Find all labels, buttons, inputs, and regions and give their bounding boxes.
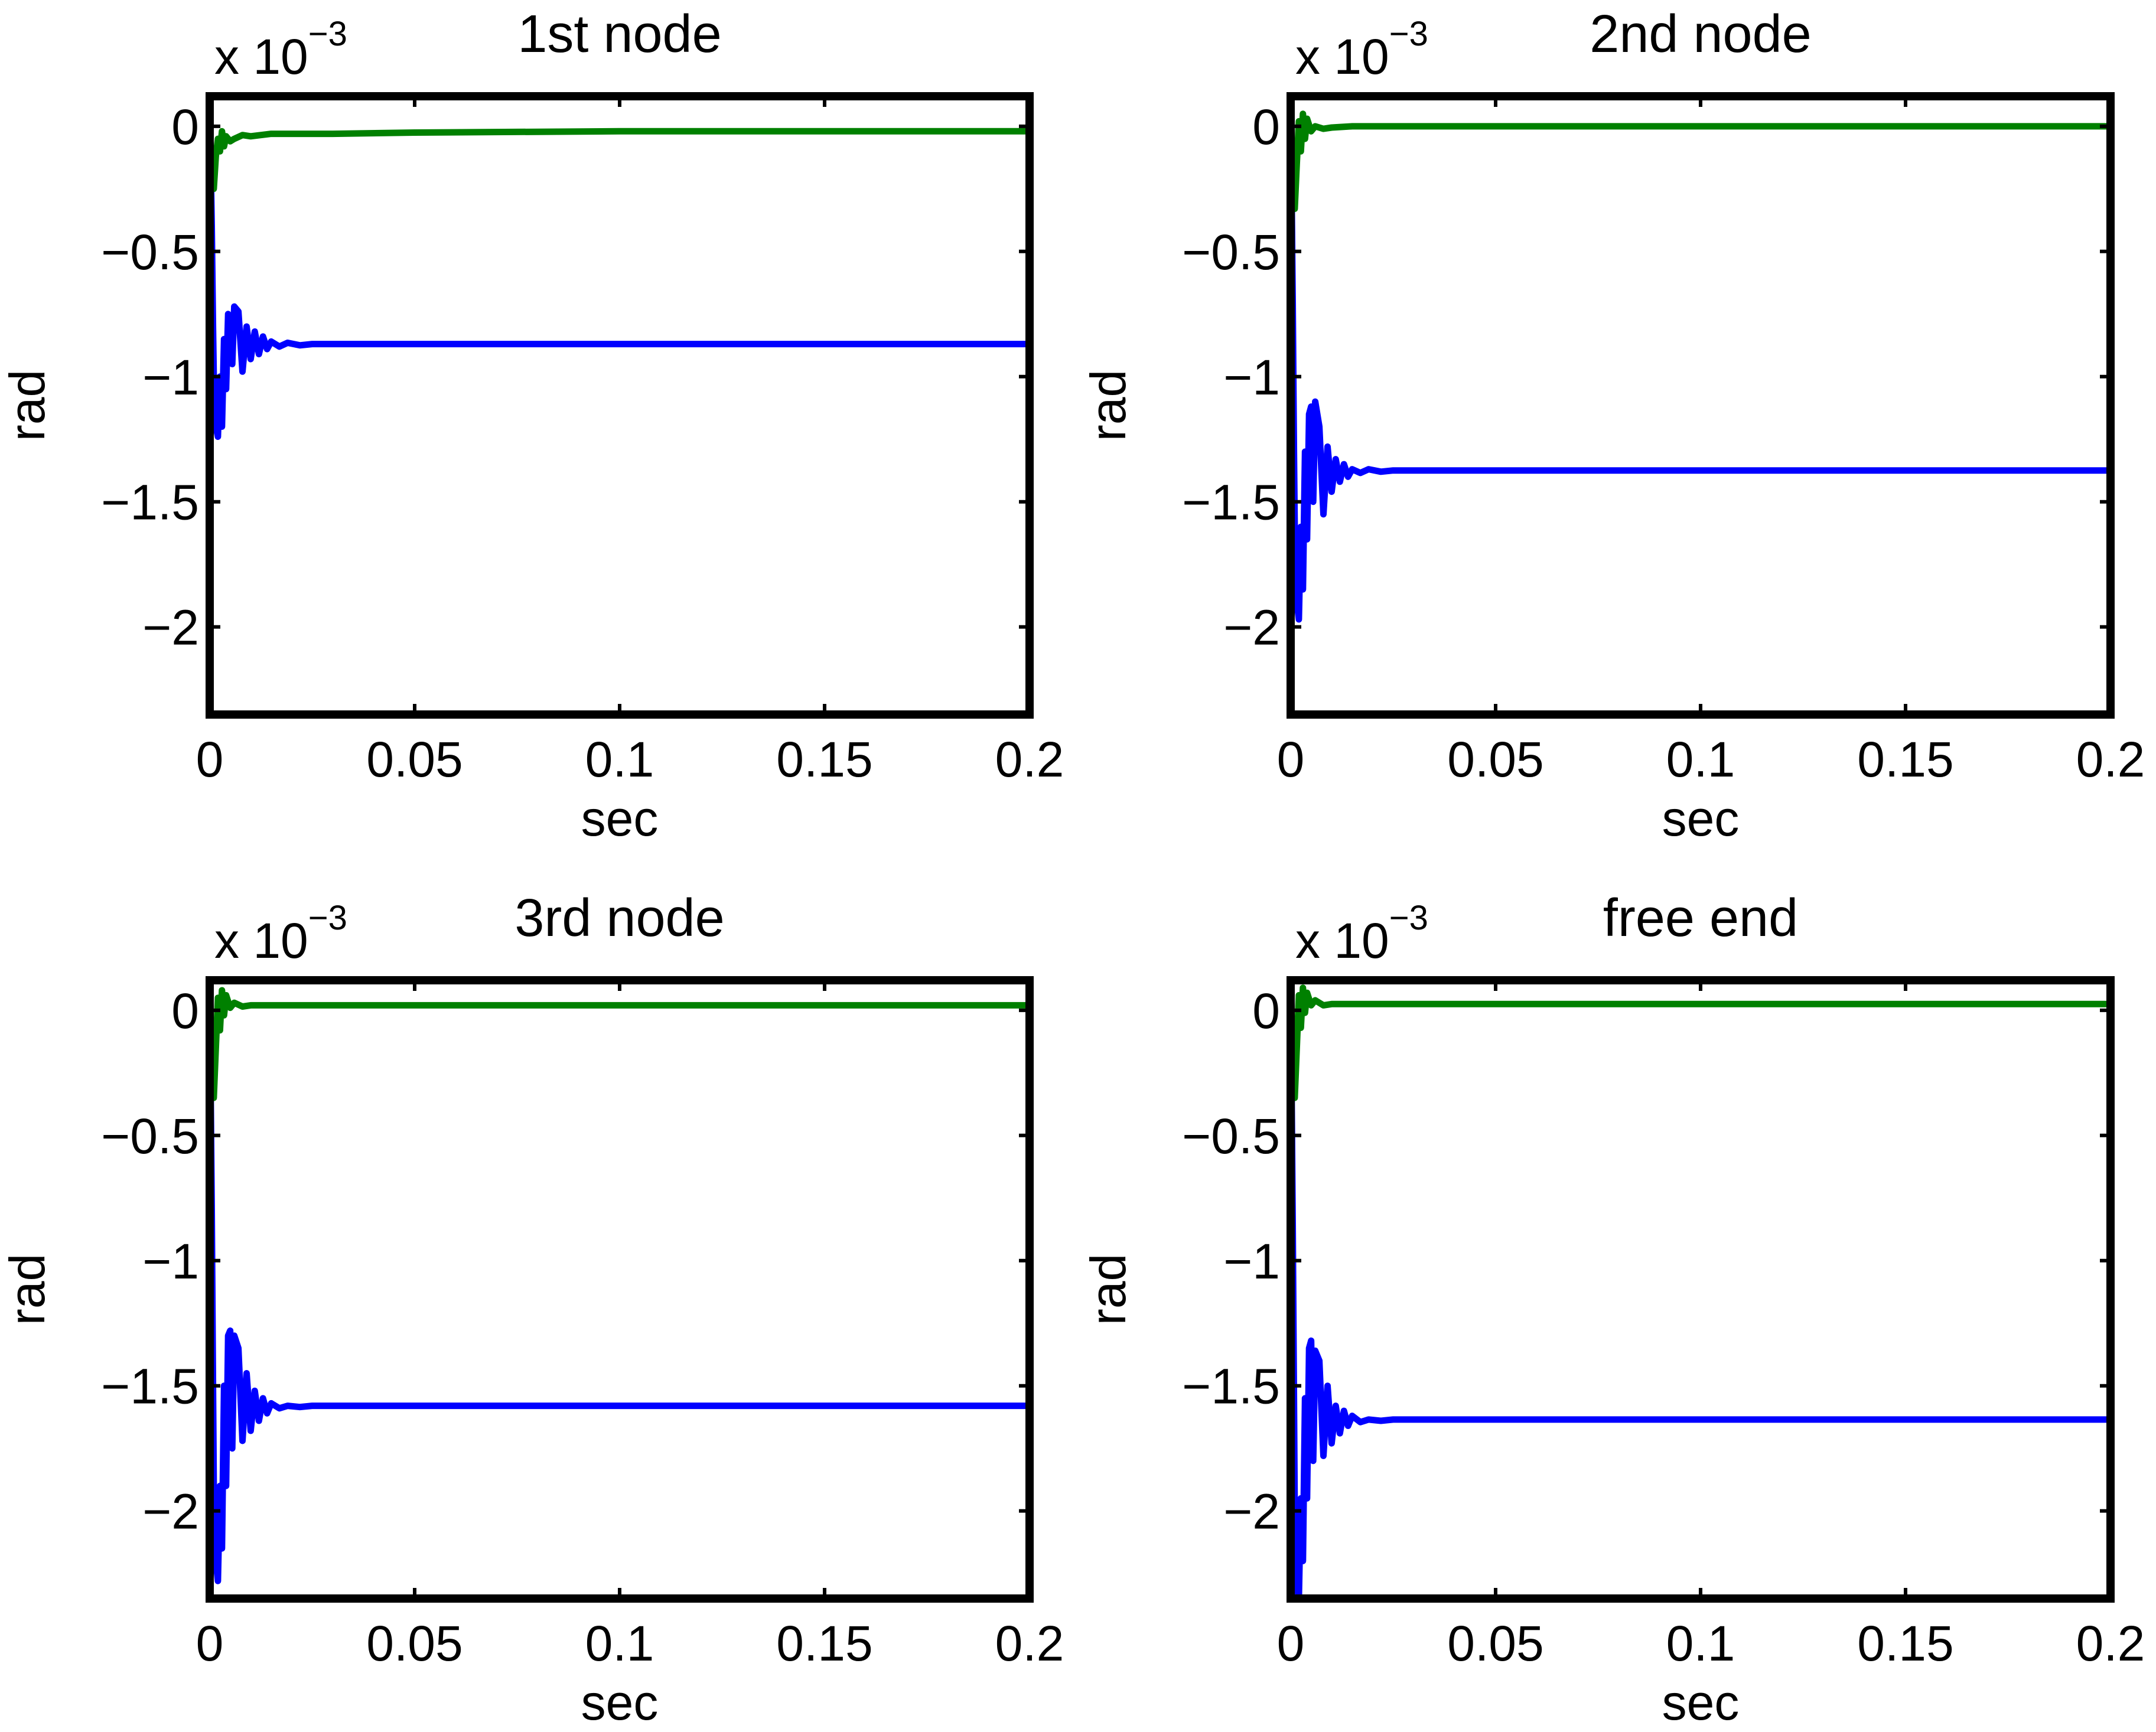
y-axis-label: rad (0, 370, 55, 441)
y-tick-label: −2 (142, 1484, 199, 1539)
y-multiplier: x 10 (214, 913, 308, 968)
y-tick-label: −1.5 (101, 1359, 199, 1414)
x-tick-label: 0 (196, 1616, 224, 1671)
y-tick-label: 0 (171, 99, 199, 155)
y-exponent: −3 (1389, 899, 1428, 937)
series-group (1291, 110, 2111, 623)
x-axis-label: sec (581, 791, 659, 846)
y-tick-label: −1.5 (1182, 475, 1280, 530)
y-tick-label: −0.5 (101, 1108, 199, 1164)
x-tick-label: 0.15 (1857, 732, 1954, 787)
x-tick-label: 0.05 (1447, 732, 1544, 787)
y-tick-label: −1.5 (101, 475, 199, 530)
y-exponent: −3 (308, 899, 347, 937)
y-exponent-label: x 10−3 (214, 899, 347, 968)
series-line-blue (1291, 123, 2111, 623)
x-tick-label: 0.1 (1666, 732, 1735, 787)
x-axis-label: sec (1662, 1675, 1740, 1730)
y-tick-label: −1 (142, 350, 199, 405)
y-tick-label: 0 (1252, 99, 1280, 155)
x-tick-label: 0.2 (2076, 1616, 2145, 1671)
x-tick-label: 0.2 (995, 732, 1064, 787)
subplot-1: 0 0.05 0.1 0.15 0.2 0 −0.5 −1 −1.5 −2 x 10−3 1st no… (0, 5, 1064, 846)
series-line-blue (1291, 1007, 2111, 1599)
y-axis-label: rad (1080, 1254, 1136, 1325)
series-group (210, 987, 1030, 1584)
x-tick-label: 0.1 (1666, 1616, 1735, 1671)
y-tick-label: −1.5 (1182, 1359, 1280, 1414)
x-tick-label: 0.15 (1857, 1616, 1954, 1671)
x-tick-label: 0.2 (2076, 732, 2145, 787)
series-line-green (1291, 110, 2111, 213)
x-tick-label: 0.15 (776, 732, 873, 787)
subplot-grid: 0 0.05 0.1 0.15 0.20−0.5−1−1.5−2x 10−3 1st no… (0, 5, 2145, 1730)
y-tick-label: −2 (1223, 600, 1280, 655)
x-tick-label: 0 (1277, 732, 1305, 787)
y-tick-label: 0 (1252, 983, 1280, 1039)
y-multiplier: x 10 (1295, 29, 1389, 84)
y-multiplier: x 10 (1295, 913, 1389, 968)
x-tick-label: 0.15 (776, 1616, 873, 1671)
x-tick-label: 0.1 (585, 1616, 654, 1671)
y-axis-label: rad (1080, 370, 1136, 441)
series-line-blue (210, 123, 1030, 440)
subplot-3: 0 0.05 0.1 0.15 0.2 0 −0.5 −1 −1.5 −2 x 10−3 3rd no… (0, 889, 1064, 1730)
y-exponent-label: x 10−3 (1295, 15, 1428, 84)
series-line-green (210, 987, 1030, 1101)
series-line-green (1291, 984, 2111, 1101)
y-exponent: −3 (308, 15, 347, 53)
y-exponent-label: x 10−3 (214, 15, 347, 84)
panel-title: 2nd node (1590, 5, 1811, 64)
y-tick-label: −0.5 (101, 224, 199, 280)
y-tick-label: −1 (1223, 350, 1280, 405)
y-tick-label: −2 (142, 600, 199, 655)
y-axis-label: rad (0, 1254, 55, 1325)
x-tick-label: 0.2 (995, 1616, 1064, 1671)
x-axis-label: sec (1662, 791, 1740, 846)
y-exponent-label: x 10−3 (1295, 899, 1428, 968)
subplot-4: 0 0.05 0.1 0.15 0.2 0 −0.5 −1 −1.5 −2 x 10−3 free e… (1080, 889, 2145, 1730)
series-line-blue (210, 1007, 1030, 1584)
panel-title: 3rd node (514, 889, 724, 948)
y-multiplier: x 10 (214, 29, 308, 84)
panel-title: 1st node (517, 5, 721, 64)
y-tick-label: −1 (142, 1234, 199, 1289)
x-tick-label: 0.1 (585, 732, 654, 787)
x-tick-label: 0 (1277, 1616, 1305, 1671)
x-tick-label: 0 (196, 732, 224, 787)
x-axis-label: sec (581, 1675, 659, 1730)
y-tick-label: −0.5 (1182, 1108, 1280, 1164)
y-tick-label: −0.5 (1182, 224, 1280, 280)
x-tick-label: 0.05 (366, 1616, 463, 1671)
y-exponent: −3 (1389, 15, 1428, 53)
y-tick-label: −1 (1223, 1234, 1280, 1289)
y-tick-label: 0 (171, 983, 199, 1039)
panel-title: free end (1603, 889, 1798, 948)
y-tick-label: −2 (1223, 1484, 1280, 1539)
series-group (1291, 984, 2111, 1599)
x-tick-label: 0.05 (366, 732, 463, 787)
x-tick-label: 0.05 (1447, 1616, 1544, 1671)
series-group (210, 123, 1030, 440)
subplot-2: 0 0.05 0.1 0.15 0.2 0 −0.5 −1 −1.5 −2 x 10−3 2nd no… (1080, 5, 2145, 846)
series-line-green (210, 123, 1030, 193)
